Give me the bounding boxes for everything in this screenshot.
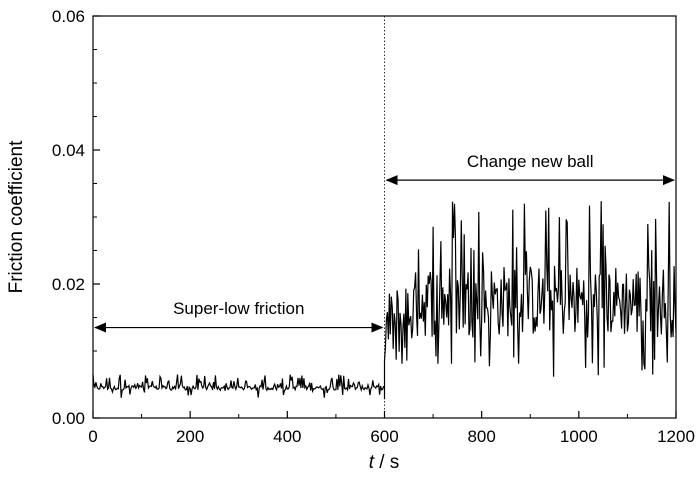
annotations: Super-low friction Change new ball	[94, 152, 675, 333]
annotation-label: Super-low friction	[173, 299, 304, 318]
tick-labels: 0 200 400 600 800 1000 1200 0.00 0.02 0.04 0.06	[52, 7, 695, 446]
x-tick-label: 600	[370, 427, 398, 446]
x-axis-label-unit: / s	[374, 452, 399, 473]
x-tick-label: 400	[273, 427, 301, 446]
x-tick-label: 1200	[657, 427, 695, 446]
x-tick-label: 200	[176, 427, 204, 446]
x-tick-label: 0	[88, 427, 97, 446]
x-axis-label: t / s	[369, 452, 400, 473]
y-tick-label: 0.04	[52, 141, 85, 160]
y-axis-label: Friction coefficient	[6, 140, 27, 293]
x-axis-label-variable: t	[369, 452, 375, 473]
arrow-head-right	[663, 175, 675, 186]
arrow-head-left	[94, 322, 106, 333]
arrow-head-left	[385, 175, 398, 186]
x-tick-label: 1000	[560, 427, 598, 446]
friction-series-line	[92, 201, 677, 400]
y-tick-label: 0.00	[52, 409, 85, 428]
annotation-label: Change new ball	[467, 152, 594, 171]
arrow-head-right	[371, 322, 384, 333]
y-tick-label: 0.02	[52, 275, 85, 294]
y-tick-label: 0.06	[52, 7, 85, 26]
x-tick-label: 800	[467, 427, 495, 446]
